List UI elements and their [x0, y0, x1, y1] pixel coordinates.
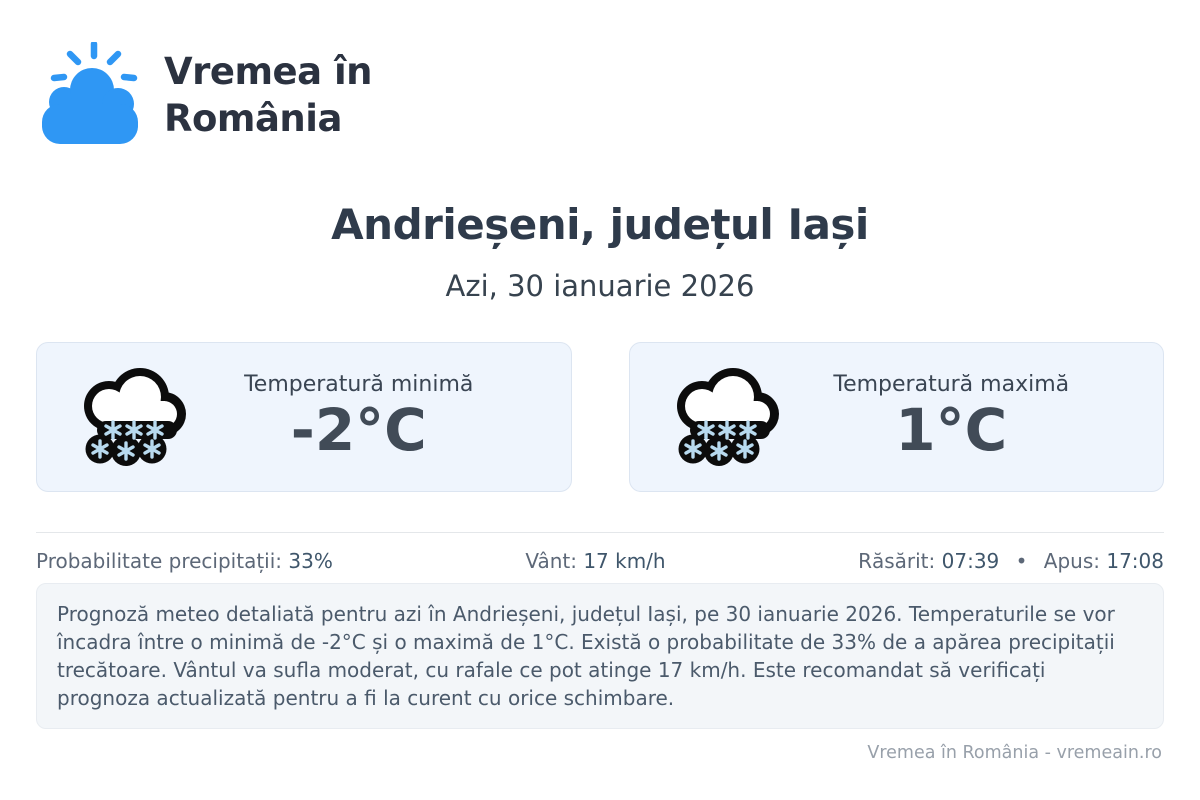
sunrise-label: Răsărit:	[858, 549, 936, 573]
wind-value: 17 km/h	[583, 549, 666, 573]
stats-bar: Probabilitate precipitații: 33% Vânt: 17…	[36, 532, 1164, 573]
sunrise-value: 07:39	[941, 549, 1000, 573]
wind-label: Vânt:	[525, 549, 577, 573]
snow-cloud-icon	[666, 359, 784, 475]
footer-credit: Vremea în România - vremeain.ro	[867, 743, 1162, 763]
temp-card-min: Temperatură minimă -2°C	[36, 342, 572, 492]
stat-precipitation: Probabilitate precipitații: 33%	[36, 549, 333, 573]
bullet-separator: •	[1015, 549, 1028, 573]
temp-max-text: Temperatură maximă 1°C	[806, 372, 1144, 462]
precipitation-label: Probabilitate precipitații:	[36, 549, 283, 573]
sunset-value: 17:08	[1106, 549, 1164, 573]
sun-cloud-logo-icon	[40, 40, 140, 150]
logo: Vremea în România	[36, 40, 1164, 150]
weather-page: Vremea în România Andrieșeni, județul Ia…	[36, 40, 1164, 763]
logo-title: Vremea în România	[164, 49, 373, 142]
temp-min-label: Temperatură minimă	[244, 372, 474, 398]
temp-card-max: Temperatură maximă 1°C	[628, 342, 1164, 492]
precipitation-value: 33%	[288, 549, 333, 573]
temp-min-value: -2°C	[290, 396, 427, 465]
temp-max-value: 1°C	[895, 396, 1008, 465]
logo-title-line2: România	[164, 97, 342, 140]
sunset-label: Apus:	[1043, 549, 1100, 573]
summary-text: Prognoză meteo detaliată pentru azi în A…	[57, 602, 1115, 710]
stat-sun: Răsărit: 07:39 • Apus: 17:08	[858, 549, 1164, 573]
temp-max-label: Temperatură maximă	[833, 372, 1070, 398]
temperature-cards: Temperatură minimă -2°C	[36, 342, 1164, 492]
page-subtitle: Azi, 30 ianuarie 2026	[445, 269, 755, 303]
stat-wind: Vânt: 17 km/h	[525, 549, 665, 573]
logo-title-line1: Vremea în	[164, 50, 373, 94]
summary-box: Prognoză meteo detaliată pentru azi în A…	[36, 583, 1164, 729]
temp-min-text: Temperatură minimă -2°C	[213, 372, 551, 462]
page-title: Andrieșeni, județul Iași	[331, 200, 869, 249]
snow-cloud-icon	[73, 359, 191, 475]
